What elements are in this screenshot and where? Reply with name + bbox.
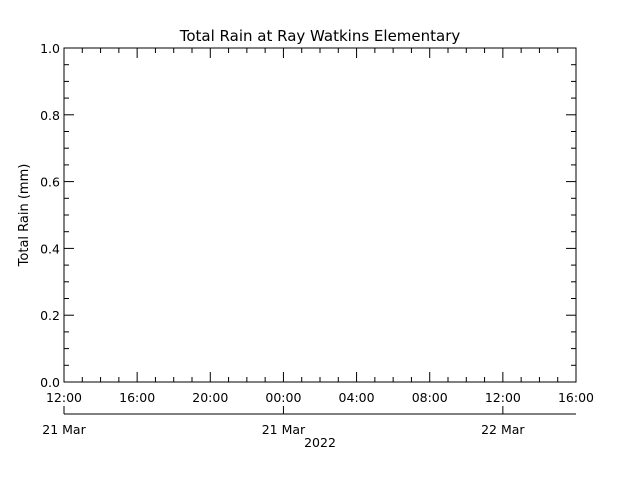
x-axis: 12:00 16:00 20:00 00:00 04:00 08:00 12:00 16:00	[46, 48, 594, 405]
x-tick-label: 20:00	[192, 390, 228, 405]
y-axis-label: Total Rain (mm)	[17, 164, 32, 268]
y-tick-label: 0.2	[40, 308, 60, 323]
x-tick-label: 04:00	[339, 390, 375, 405]
x-tick-label: 12:00	[485, 390, 521, 405]
date-tick-label: 22 Mar	[481, 422, 525, 437]
plot-area	[63, 47, 577, 383]
y-tick-label: 0.0	[40, 375, 60, 390]
y-axis: 0.0 0.2 0.4 0.6 0.8 1.0	[40, 41, 576, 390]
y-tick-label: 0.8	[40, 108, 60, 123]
x-tick-label: 16:00	[119, 390, 155, 405]
x-year-label: 2022	[304, 435, 336, 450]
x-tick-label: 16:00	[558, 390, 594, 405]
x-tick-label: 00:00	[265, 390, 301, 405]
date-tick-label: 21 Mar	[42, 422, 86, 437]
y-tick-label: 1.0	[40, 41, 60, 56]
x-tick-label: 08:00	[412, 390, 448, 405]
x-tick-label: 12:00	[46, 390, 82, 405]
plot-frame	[63, 47, 577, 383]
y-tick-label: 0.4	[40, 241, 60, 256]
date-tick-label: 21 Mar	[262, 422, 306, 437]
chart-title: Total Rain at Ray Watkins Elementary	[179, 27, 461, 45]
y-tick-label: 0.6	[40, 175, 60, 190]
